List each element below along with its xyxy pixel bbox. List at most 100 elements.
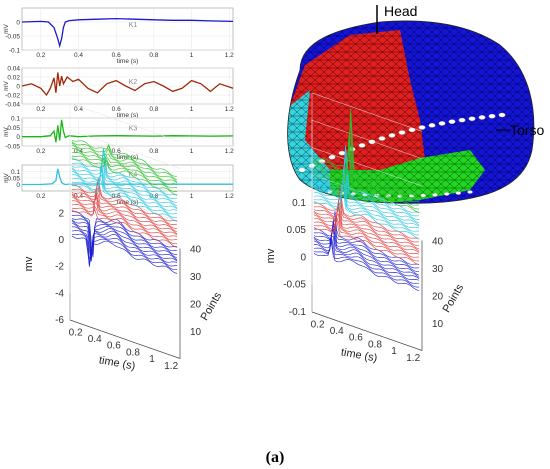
xtick-label: 0.2 [311, 319, 325, 330]
electrode-marker [318, 159, 326, 164]
ztick-label: 0 [58, 235, 64, 246]
ytick-label: 0.1 [11, 116, 20, 123]
xtick-label: 0.4 [88, 334, 102, 345]
ytick-label: 0.1 [11, 169, 20, 176]
waterfall-series-line [313, 211, 420, 265]
yaxis-label: mV [3, 80, 10, 90]
xtick-label: 1 [391, 346, 397, 357]
waterfall-series-line [71, 233, 178, 271]
ytick-label: 0.05 [7, 125, 20, 132]
electrode-marker [455, 191, 462, 195]
waterfall-series-line [313, 218, 420, 269]
electrode-marker [467, 190, 473, 194]
xtick-label: 1.2 [225, 193, 234, 200]
electrode-marker [358, 143, 366, 148]
xtick-label: 1.2 [406, 353, 420, 364]
ztick-label: -0.05 [283, 280, 306, 291]
waterfall-series-line [71, 202, 178, 241]
electrode-marker [388, 133, 396, 138]
waterfall-series-line [71, 148, 178, 185]
xtick-label: 0.4 [74, 148, 83, 155]
waterfall-series-line [71, 214, 178, 255]
waterfall-series-line [71, 226, 178, 264]
xtick-label: 0.4 [74, 52, 83, 59]
waterfall-series-line [71, 139, 178, 177]
ztick-label: -2 [55, 262, 64, 273]
waterfall-series-line [313, 166, 420, 227]
waterfall-series-line [71, 178, 178, 222]
ytick-label: 40 [190, 245, 202, 256]
waterfall-series-line [71, 148, 178, 196]
waterfall-series-line [71, 166, 178, 211]
waterfall-series-line [71, 194, 178, 236]
xtick-label: 0.6 [107, 341, 121, 352]
waterfall-series-line [313, 142, 420, 210]
waterfall-series-line [71, 142, 178, 183]
ytick-label: 30 [432, 264, 444, 275]
torso-label: Torso [510, 122, 544, 138]
yaxis-label: Points [441, 282, 467, 315]
ytick-label: 0.05 [7, 176, 20, 183]
waterfall-series-line [71, 196, 178, 237]
channel-label: K3 [129, 126, 138, 133]
ytick-label: 20 [190, 300, 202, 311]
yaxis-label: mV [3, 23, 10, 33]
xtick-label: 0.8 [126, 347, 140, 358]
xtick-label: 0.2 [69, 327, 83, 338]
electrode-marker [443, 192, 450, 196]
waterfall-series-line [71, 163, 178, 209]
yaxis-label: mV [3, 126, 10, 136]
xaxis-label: time (s) [117, 58, 139, 65]
waterfall-series-line [313, 168, 420, 229]
xtick-label: 0.8 [368, 339, 382, 350]
xtick-label: 1 [190, 148, 194, 155]
waterfall-series-line [313, 135, 420, 203]
channel-panels: 0 -0.05 -0.1 0.2 0.4 0.6 0.8 1 1.2 time (s) mV K1 0.… [3, 7, 234, 206]
figure-caption: (a) [266, 449, 285, 466]
ztick-label: -4 [55, 288, 64, 299]
channel-label: K1 [129, 22, 138, 29]
waterfall-series-line [313, 216, 420, 262]
xtick-label: 0.2 [36, 52, 45, 59]
ztick-label: 0.1 [292, 198, 306, 209]
waterfall-series-line [313, 108, 420, 194]
waterfall-series-line [71, 174, 178, 218]
electrode-marker [338, 150, 346, 156]
waterfall-series-line [313, 189, 420, 243]
ytick-label: 20 [432, 292, 444, 303]
waterfall-series-line [71, 155, 178, 192]
waterfall-series-line [313, 196, 420, 247]
channel-label: K2 [129, 79, 138, 86]
waterfall-series-line [313, 135, 420, 201]
electrode-marker [428, 123, 436, 128]
waterfall-series-line [313, 180, 420, 236]
series-line [22, 119, 234, 143]
electrode-marker [378, 136, 386, 141]
waterfall-series-line [71, 230, 178, 267]
ytick-label: -0.02 [5, 93, 20, 100]
electrode-marker [468, 116, 476, 121]
xtick-label: 0.6 [112, 148, 121, 155]
ytick-label: -0.04 [5, 102, 20, 109]
electrode-marker [448, 119, 456, 124]
waterfall-series-line [71, 150, 178, 203]
waterfall-series-line [313, 121, 420, 200]
xaxis-label: time (s) [117, 112, 139, 119]
waterfall-series-line [313, 203, 420, 253]
ytick-label: 0.02 [7, 75, 20, 82]
electrode-marker [488, 113, 496, 119]
panel-K3: 0.1 0.05 0 -0.05 0.2 0.4 0.6 0.8 1 1.2 time (s) mV K… [3, 116, 234, 162]
xtick-label: 0.4 [330, 326, 344, 337]
electrode-marker [420, 193, 427, 198]
ytick-label: 10 [190, 327, 202, 338]
waterfall-series-line [313, 145, 420, 217]
ytick-label: 0 [16, 20, 20, 27]
waterfall-series-line [71, 181, 178, 225]
waterfall-series-line [71, 207, 178, 248]
xtick-label: 1.2 [225, 106, 234, 113]
xtick-label: 0.8 [149, 52, 158, 59]
waterfall-series-line [71, 165, 178, 210]
electrode-marker [498, 112, 506, 118]
panel-K2: 0.04 0.02 0 -0.02 -0.04 0.2 0.4 0.6 0.8 1 1.2 time … [3, 66, 234, 120]
